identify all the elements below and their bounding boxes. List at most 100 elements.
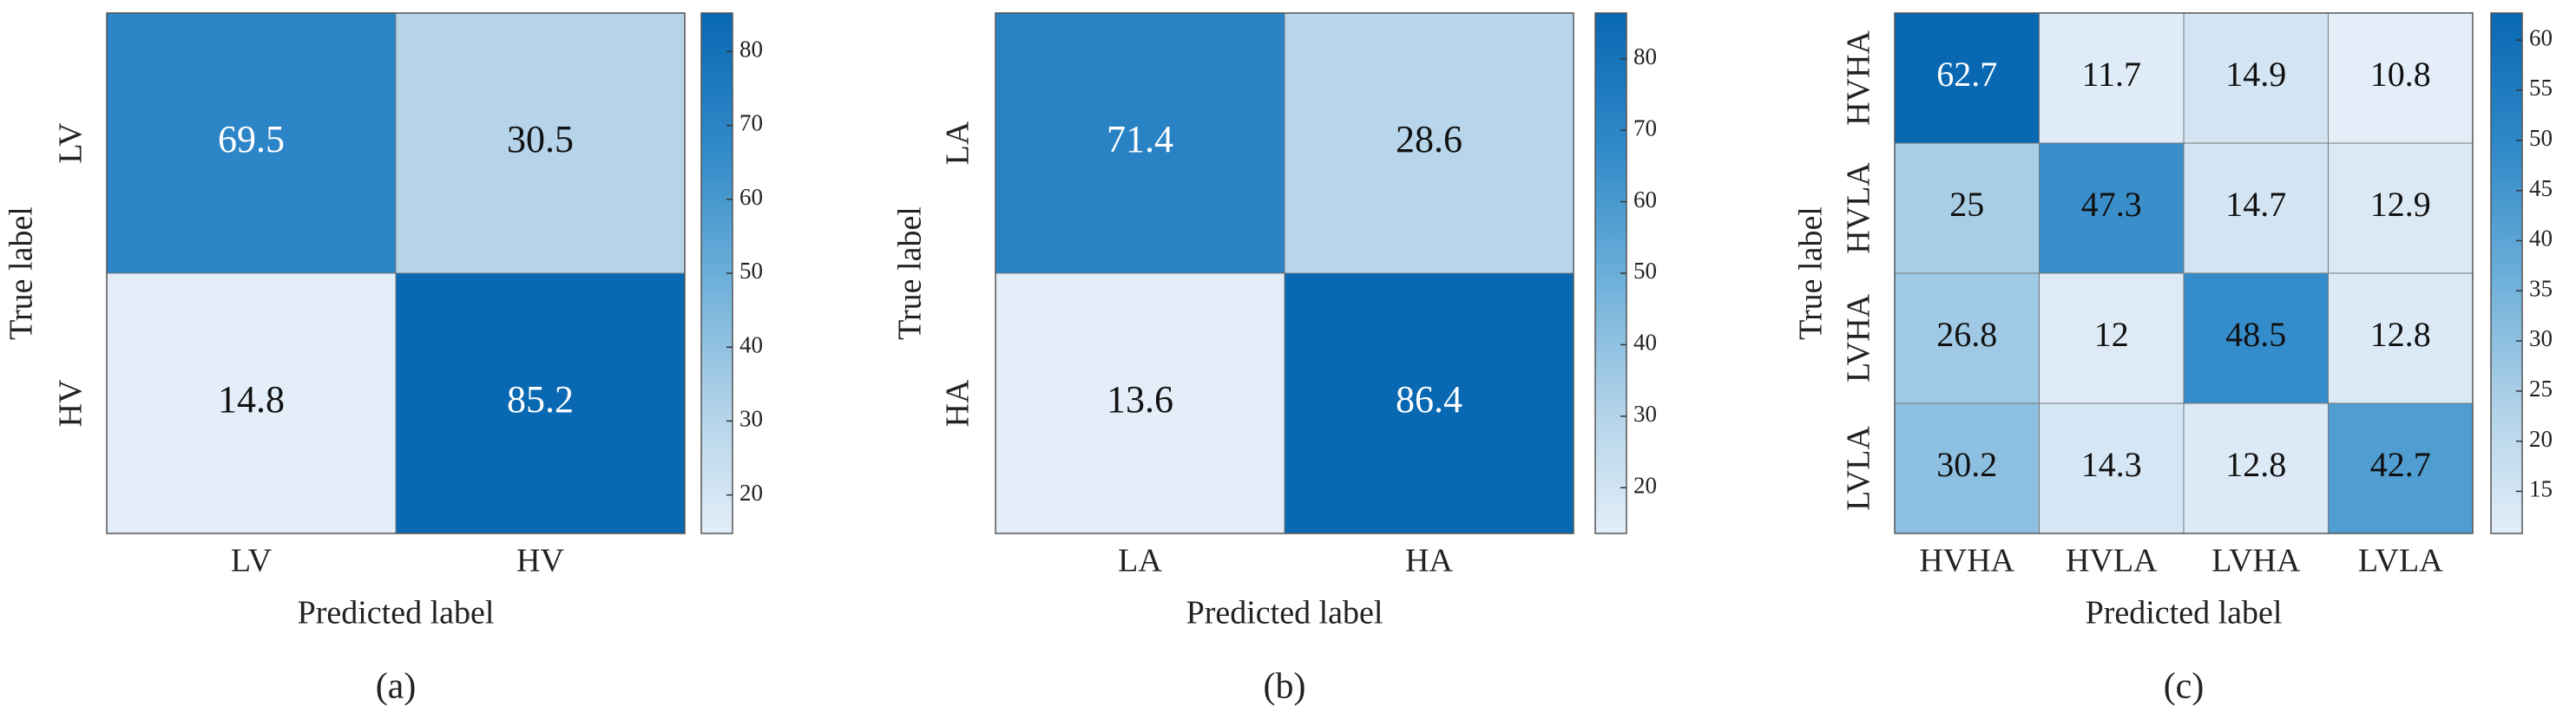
- cell-label: 13.6: [1107, 378, 1173, 421]
- colorbar-tick-label: 55: [2529, 75, 2553, 101]
- cell: [2039, 142, 2185, 274]
- cell: [2183, 142, 2329, 274]
- cell-label: 10.8: [2370, 55, 2431, 94]
- colorbar-tick-label: 25: [2529, 376, 2553, 402]
- x-tick-label: HVHA: [1919, 543, 2014, 579]
- x-tick-label: LVLA: [2358, 543, 2443, 579]
- cell-label: 12.9: [2370, 185, 2431, 224]
- cell: [395, 272, 686, 534]
- x-axis-label: Predicted label: [1186, 595, 1383, 631]
- cell: [106, 272, 397, 534]
- cell-label: 14.3: [2081, 445, 2142, 484]
- x-axis-label: Predicted label: [298, 595, 495, 631]
- cell-label: 42.7: [2370, 445, 2431, 484]
- colorbar-tick-label: 70: [739, 110, 763, 136]
- caption: (c): [2164, 667, 2205, 707]
- y-tick-label: LVHA: [1841, 293, 1877, 383]
- colorbar-tick-label: 60: [2529, 24, 2553, 50]
- y-tick-label: HV: [53, 379, 89, 427]
- x-tick-label: LA: [1118, 543, 1162, 579]
- colorbar-tick-label: 20: [1633, 472, 1657, 498]
- cell-label: 71.4: [1107, 118, 1173, 160]
- cell-label: 25: [1949, 185, 1984, 224]
- colorbar-tick-label: 50: [2529, 125, 2553, 151]
- plot-frame: [1894, 12, 2474, 534]
- x-tick-label: HA: [1405, 543, 1453, 579]
- caption: (b): [1264, 667, 1306, 707]
- cell: [2183, 12, 2329, 144]
- cell: [1894, 272, 2040, 404]
- cell: [995, 12, 1285, 274]
- colorbar-tick-label: 70: [1633, 114, 1657, 141]
- caption: (a): [376, 667, 417, 707]
- cell-label: 86.4: [1396, 378, 1462, 421]
- cell-label: 48.5: [2225, 315, 2286, 354]
- cell: [995, 272, 1285, 534]
- cell: [2039, 12, 2185, 144]
- cell-label: 11.7: [2081, 55, 2141, 94]
- cell: [2328, 12, 2474, 144]
- cell-label: 85.2: [507, 378, 574, 421]
- panel: 71.4 28.6 13.6 86.4 LA HA LA HA Predicted label T…: [892, 12, 1657, 707]
- plot-frame: [995, 12, 1574, 534]
- y-axis-label: True label: [892, 206, 929, 340]
- cell-label: 12.8: [2370, 315, 2431, 354]
- cell-label: 28.6: [1396, 118, 1462, 160]
- y-axis-label: True label: [1793, 206, 1830, 340]
- x-tick-label: HV: [516, 543, 564, 579]
- cell-label: 26.8: [1936, 315, 1997, 354]
- cell-label: 14.7: [2225, 185, 2286, 224]
- cell-label: 30.5: [507, 118, 574, 160]
- cell-label: 12: [2094, 315, 2129, 354]
- cell: [1284, 272, 1574, 534]
- cell: [2183, 272, 2329, 404]
- cell-label: 47.3: [2081, 185, 2142, 224]
- colorbar-tick-label: 40: [739, 331, 763, 357]
- cell: [2039, 402, 2185, 534]
- y-axis-label: True label: [3, 206, 40, 340]
- colorbar-tick-label: 60: [1633, 186, 1657, 213]
- cell-label: 30.2: [1936, 445, 1997, 484]
- cell: [2328, 142, 2474, 274]
- cell-label: 69.5: [218, 118, 285, 160]
- colorbar-tick-label: 45: [2529, 175, 2553, 201]
- cell: [395, 12, 686, 274]
- colorbar-tick-label: 35: [2529, 275, 2553, 301]
- colorbar-tick-label: 20: [739, 480, 763, 506]
- y-tick-label: HA: [940, 379, 976, 427]
- cell-label: 14.8: [218, 378, 285, 421]
- cell: [2183, 402, 2329, 534]
- cell: [2328, 272, 2474, 404]
- cell: [1894, 142, 2040, 274]
- x-tick-label: LV: [231, 543, 273, 579]
- colorbar-tick-label: 80: [1633, 43, 1657, 69]
- colorbar-tick-label: 15: [2529, 476, 2553, 502]
- colorbar-tick-label: 80: [739, 36, 763, 62]
- cell: [1894, 12, 2040, 144]
- y-tick-label: LA: [940, 121, 976, 165]
- colorbar-tick-label: 30: [1633, 401, 1657, 427]
- plot-frame: [106, 12, 686, 534]
- colorbar-tick-label: 40: [1633, 330, 1657, 356]
- y-tick-label: LV: [53, 122, 89, 164]
- cell-label: 12.8: [2225, 445, 2286, 484]
- panel: 62.7 11.7 14.9 10.8 25 47.3 14.7 12.9 26.8 12 48.5…: [1793, 12, 2553, 707]
- colorbar-tick-label: 30: [2529, 325, 2553, 351]
- y-tick-label: HVHA: [1841, 30, 1877, 126]
- cell: [1894, 402, 2040, 534]
- colorbar-tick-label: 60: [739, 184, 763, 210]
- x-tick-label: HVLA: [2066, 543, 2158, 579]
- colorbar-tick-label: 50: [1633, 258, 1657, 284]
- x-tick-label: LVHA: [2211, 543, 2301, 579]
- colorbar-tick-label: 40: [2529, 226, 2553, 252]
- y-tick-label: HVLA: [1841, 162, 1877, 254]
- colorbar-tick-label: 50: [739, 258, 763, 284]
- cell: [106, 12, 397, 274]
- x-axis-label: Predicted label: [2086, 595, 2283, 631]
- panel: 69.5 30.5 14.8 85.2 LV HV LV HV Predicted label T…: [3, 12, 763, 707]
- colorbar-tick-label: 30: [739, 406, 763, 432]
- colorbar: [2490, 12, 2523, 534]
- colorbar-tick-label: 20: [2529, 426, 2553, 452]
